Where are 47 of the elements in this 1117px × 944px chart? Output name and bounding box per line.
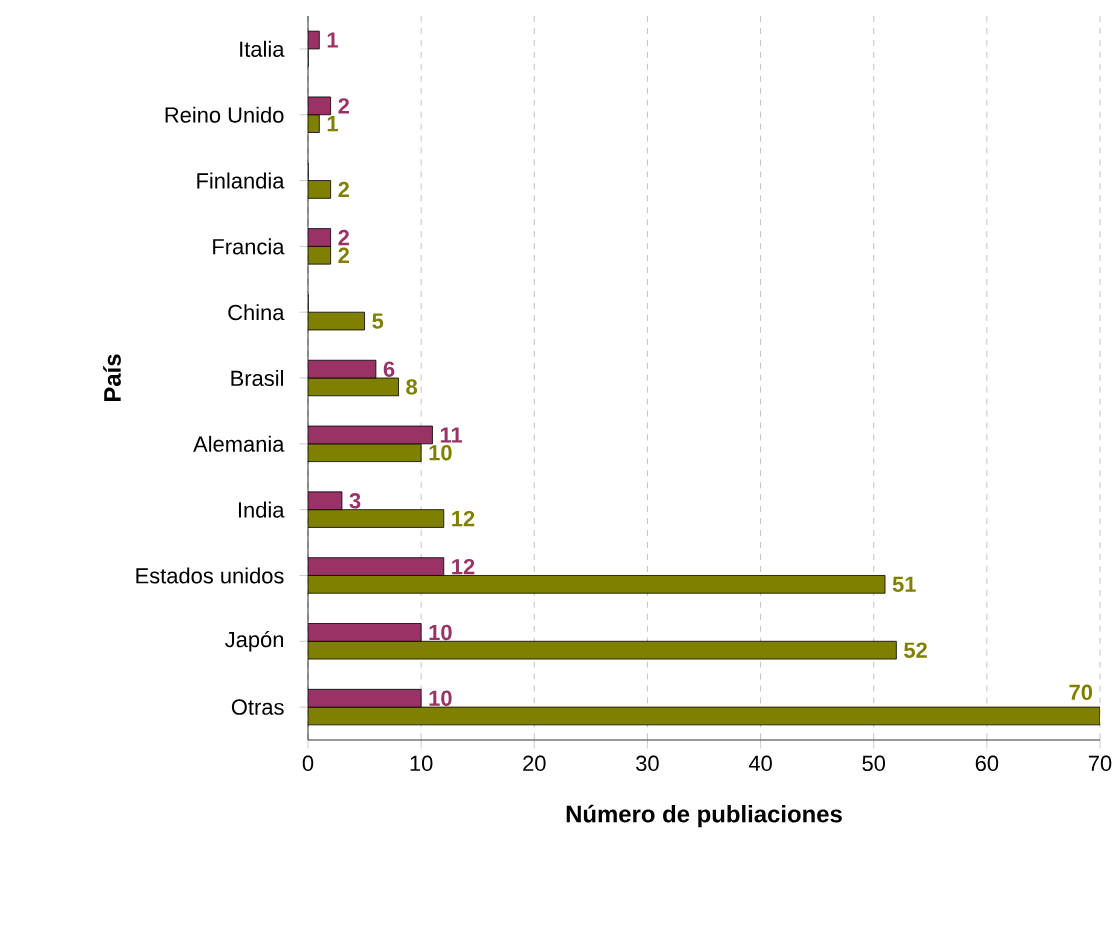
x-tick-label: 70 — [1088, 755, 1112, 772]
y-axis-title: País — [103, 354, 121, 401]
x-tick-label: 0 — [302, 755, 314, 772]
x-tick-label: 20 — [523, 755, 546, 772]
data-label: 52 — [904, 642, 927, 658]
x-tick-label: 50 — [862, 755, 886, 772]
data-label: 11 — [440, 427, 463, 443]
y-tick-label: Alemania — [193, 435, 285, 452]
data-label: 51 — [892, 576, 916, 592]
bar — [308, 443, 422, 462]
data-label: 70 — [1069, 684, 1093, 701]
bar — [308, 509, 445, 528]
bar — [308, 557, 445, 576]
y-tick-label: Finlandia — [197, 172, 285, 189]
data-label: 3 — [349, 493, 361, 509]
data-label: 12 — [452, 510, 475, 527]
bar — [308, 706, 1100, 726]
data-label: 1 — [327, 116, 338, 132]
x-tick-label: 60 — [975, 755, 999, 772]
y-tick-label: India — [238, 501, 285, 518]
y-tick-label: Estados unidos — [136, 567, 284, 584]
x-tick-label: 40 — [748, 755, 772, 772]
data-label: 10 — [429, 444, 452, 461]
data-label: 8 — [406, 379, 418, 395]
y-tick-label: Otras — [231, 699, 284, 715]
x-tick-label: 30 — [636, 755, 659, 772]
y-tick-label: Brasil — [231, 369, 283, 387]
y-tick-label: Francia — [213, 238, 285, 255]
data-label: 12 — [452, 558, 475, 575]
x-axis-title: Número de publiaciones — [566, 804, 842, 828]
data-label: 2 — [338, 247, 349, 263]
y-tick-label: Reino Unido — [165, 106, 284, 123]
data-label: 1 — [327, 32, 338, 48]
bar — [308, 640, 897, 660]
data-label: 2 — [338, 98, 349, 114]
y-tick-label: China — [228, 304, 285, 321]
data-label: 5 — [372, 313, 384, 329]
bar — [308, 575, 886, 594]
y-tick-label: Japón — [225, 630, 284, 652]
data-label: 2 — [338, 181, 349, 198]
data-label: 10 — [429, 624, 452, 641]
y-tick-label: Italia — [240, 40, 285, 57]
data-label: 2 — [338, 229, 349, 246]
bar — [308, 623, 422, 642]
data-label: 6 — [383, 361, 395, 377]
x-tick-label: 10 — [410, 755, 433, 772]
data-label: 10 — [429, 690, 452, 706]
